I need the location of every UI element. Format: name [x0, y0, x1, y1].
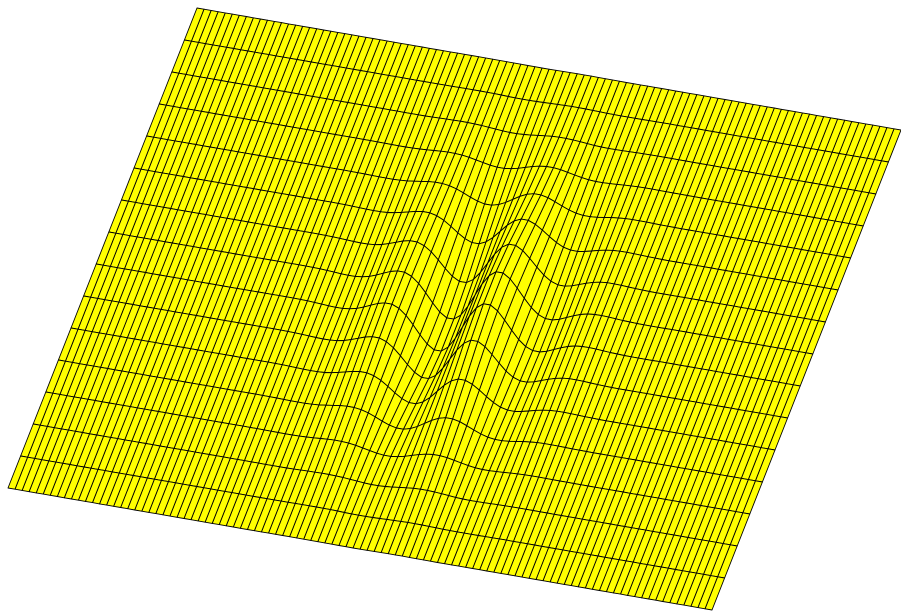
mesh-cell [7, 455, 29, 490]
